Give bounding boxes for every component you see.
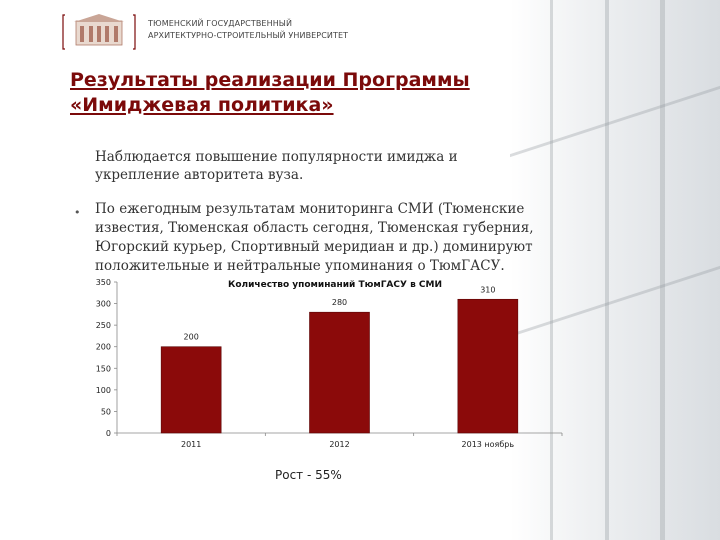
intro-paragraph: Наблюдается повышение популярности имидж… (95, 149, 458, 183)
university-name-line2: АРХИТЕКТУРНО-СТРОИТЕЛЬНЫЙ УНИВЕРСИТЕТ (148, 31, 349, 40)
bar-2011 (160, 346, 222, 434)
y-tick-label: 150 (96, 364, 111, 373)
mentions-bar-chart: Количество упоминаний ТюмГАСУ в СМИ 0 50 1… (96, 278, 563, 449)
slide-title: Результаты реализации Программы «Имиджев… (70, 68, 470, 118)
y-tick-label: 0 (106, 429, 111, 438)
university-logo-icon (62, 14, 136, 50)
bar-2013 ноябрь (457, 298, 519, 434)
x-category-label: 2013 ноябрь (462, 440, 515, 449)
data-label: 280 (332, 298, 347, 307)
university-name: ТЮМЕНСКИЙ ГОСУДАРСТВЕННЫЙ АРХИТЕКТУРНО-С… (148, 18, 348, 42)
y-tick-label: 100 (96, 386, 111, 395)
slide-title-line2: «Имиджевая политика» (70, 94, 334, 116)
y-tick-label: 50 (101, 407, 111, 416)
bullet-marker: • (74, 206, 81, 219)
growth-note: Рост - 55% (275, 468, 342, 482)
university-name-line1: ТЮМЕНСКИЙ ГОСУДАРСТВЕННЫЙ (148, 19, 293, 28)
slide-title-line1: Результаты реализации Программы (70, 69, 470, 91)
y-tick-label: 250 (96, 321, 111, 330)
y-tick-label: 200 (96, 343, 111, 352)
data-label: 310 (480, 285, 495, 294)
background-building-image (510, 0, 720, 540)
x-category-label: 2011 (181, 440, 201, 449)
media-monitoring-bullet: По ежегодным результатам мониторинга СМИ… (95, 201, 534, 274)
chart-title: Количество упоминаний ТюмГАСУ в СМИ (228, 280, 442, 290)
bar-2012 (309, 311, 370, 434)
y-tick-label: 350 (96, 278, 111, 287)
x-category-label: 2012 (329, 440, 349, 449)
data-label: 200 (184, 333, 199, 342)
y-tick-label: 300 (96, 300, 111, 309)
